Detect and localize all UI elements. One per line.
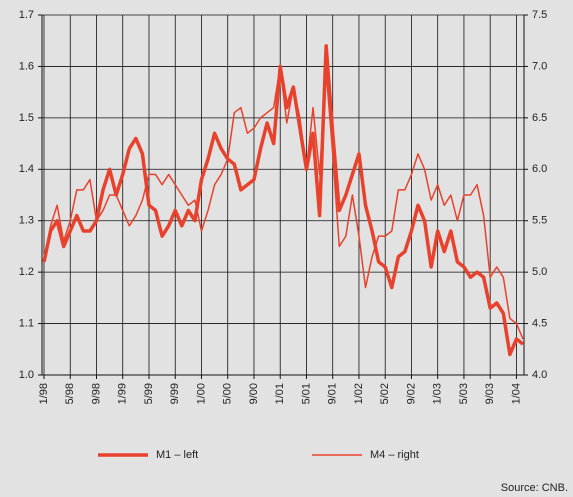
x-tick-label: 1/00 xyxy=(195,383,207,404)
x-tick-label: 9/00 xyxy=(248,383,260,404)
y2-tick-label: 6.0 xyxy=(532,163,547,175)
y-tick-label: 1.0 xyxy=(19,369,34,381)
y2-tick-label: 7.0 xyxy=(532,60,547,72)
x-tick-label: 1/03 xyxy=(432,383,444,404)
x-tick-label: 9/02 xyxy=(405,383,417,404)
y2-tick-label: 7.5 xyxy=(532,9,547,21)
y-tick-label: 1.6 xyxy=(19,60,34,72)
y-tick-label: 1.2 xyxy=(19,266,34,278)
y-tick-label: 1.1 xyxy=(19,317,34,329)
legend-label: M1 – left xyxy=(156,449,198,461)
x-tick-label: 5/98 xyxy=(64,383,76,404)
y-tick-label: 1.7 xyxy=(19,9,34,21)
series-line xyxy=(43,65,524,340)
x-tick-label: 5/00 xyxy=(222,383,234,404)
x-tick-label: 1/04 xyxy=(510,383,522,404)
x-tick-label: 9/98 xyxy=(90,383,102,404)
legend-label: M4 – right xyxy=(370,449,419,461)
x-tick-label: 9/99 xyxy=(169,383,181,404)
x-tick-label: 1/98 xyxy=(38,383,50,404)
y-tick-label: 1.5 xyxy=(19,112,34,124)
y-tick-label: 1.3 xyxy=(19,215,34,227)
x-tick-label: 9/03 xyxy=(484,383,496,404)
y2-tick-label: 5.0 xyxy=(532,266,547,278)
series-line xyxy=(42,44,525,357)
x-tick-label: 9/01 xyxy=(327,383,339,404)
x-tick-label: 1/02 xyxy=(353,383,365,404)
x-tick-label: 5/99 xyxy=(143,383,155,404)
x-tick-label: 5/01 xyxy=(300,383,312,404)
y2-tick-label: 5.5 xyxy=(532,215,547,227)
y-tick-label: 1.4 xyxy=(19,163,34,175)
y2-tick-label: 6.5 xyxy=(532,112,547,124)
x-tick-label: 5/03 xyxy=(458,383,470,404)
source: Source: CNB. xyxy=(501,482,568,494)
x-tick-label: 5/02 xyxy=(379,383,391,404)
x-tick-label: 1/99 xyxy=(117,383,129,404)
y2-tick-label: 4.5 xyxy=(532,317,547,329)
x-tick-label: 1/01 xyxy=(274,383,286,404)
y2-tick-label: 4.0 xyxy=(532,369,547,381)
